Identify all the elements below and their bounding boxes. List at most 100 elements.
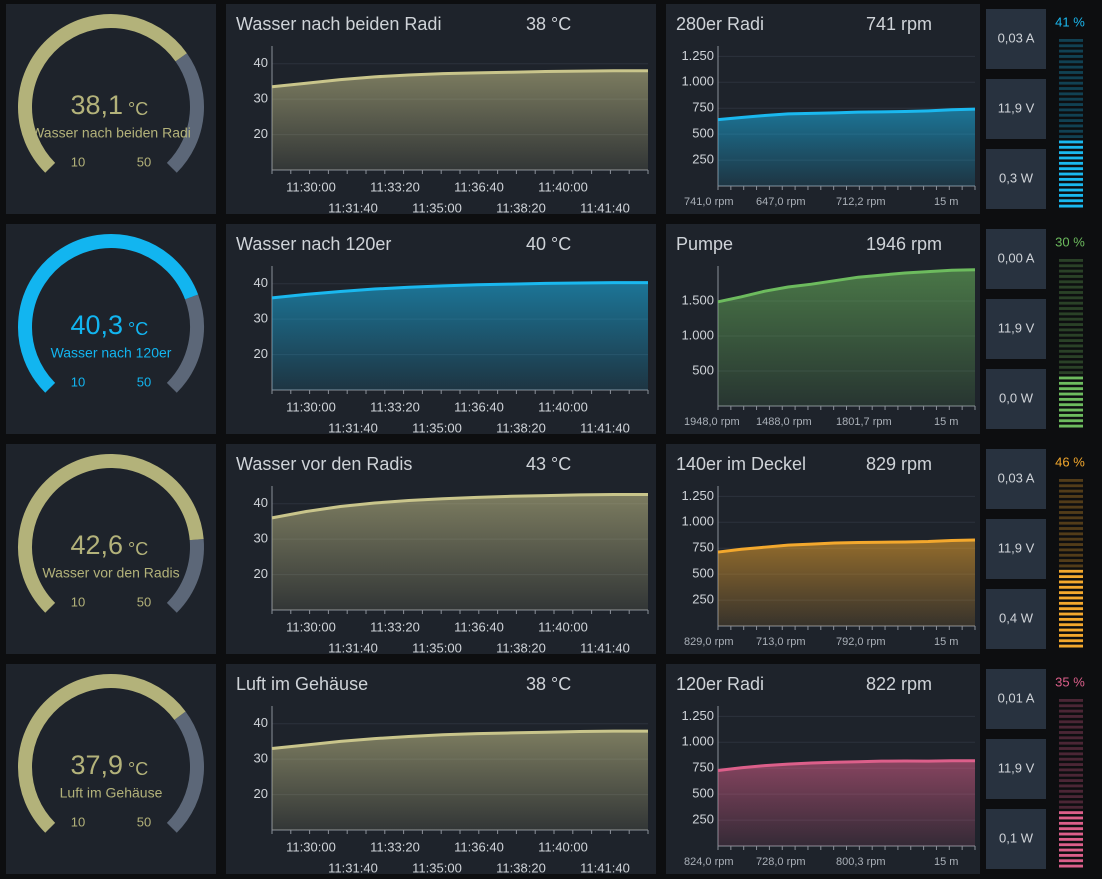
y-tick-label: 250 — [692, 812, 714, 827]
temp-title: Wasser vor den Radis — [236, 454, 412, 474]
stat-box — [986, 9, 1046, 69]
level-bar — [1059, 633, 1083, 637]
x-tick-label: 11:38:20 — [496, 860, 546, 875]
level-bar-dim — [1059, 505, 1083, 509]
x-tick-label: 11:36:40 — [454, 179, 504, 194]
gauge-arc — [18, 674, 186, 833]
level-bar — [1059, 145, 1083, 149]
level-bar — [1059, 580, 1083, 584]
level-bar-dim — [1059, 731, 1083, 734]
stat-box — [986, 149, 1046, 209]
area — [272, 731, 648, 830]
level-bar-dim — [1059, 741, 1083, 745]
temp-current: 40 °C — [526, 234, 571, 254]
level-bar-dim — [1059, 307, 1083, 310]
level-bar — [1059, 392, 1083, 396]
fan-footer: 800,3 rpm — [836, 856, 886, 868]
level-bar-dim — [1059, 81, 1083, 85]
temp-current: 43 °C — [526, 454, 571, 474]
level-bar-dim — [1059, 752, 1083, 756]
level-bar-dim — [1059, 527, 1083, 530]
level-bar-dim — [1059, 301, 1083, 305]
x-tick-label: 11:41:40 — [580, 420, 630, 435]
level-bar — [1059, 188, 1083, 192]
line — [717, 759, 975, 772]
area — [272, 70, 648, 170]
level-bar-dim — [1059, 344, 1083, 348]
level-bar-dim — [1059, 521, 1083, 525]
level-bar-dim — [1059, 317, 1083, 321]
x-tick-label: 11:40:00 — [538, 839, 588, 854]
y-tick-label: 1.250 — [681, 708, 714, 723]
level-bar-dim — [1059, 704, 1083, 708]
gauge-value: 42,6 — [70, 530, 123, 560]
gauge-value: 40,3 — [70, 310, 123, 340]
y-tick-label: 1.500 — [681, 292, 714, 307]
gauge-track — [166, 711, 204, 833]
line — [271, 69, 648, 89]
level-bar-dim — [1059, 800, 1083, 804]
x-tick-label: 11:31:40 — [328, 640, 378, 655]
y-tick-label: 30 — [254, 751, 268, 766]
level-bar-dim — [1059, 795, 1083, 799]
x-tick-label: 11:36:40 — [454, 399, 504, 414]
gauge-panel — [6, 224, 216, 434]
level-bar-dim — [1059, 65, 1083, 69]
x-tick-label: 11:31:40 — [328, 200, 378, 215]
stat-box — [986, 589, 1046, 649]
gauge-max: 50 — [137, 154, 151, 169]
level-bar — [1059, 177, 1083, 181]
gauge-arc — [18, 454, 204, 613]
level-bar — [1059, 596, 1083, 600]
fan-title: Pumpe — [676, 234, 733, 254]
level-bar-dim — [1059, 355, 1083, 359]
level-bar — [1059, 167, 1083, 171]
level-bar — [1059, 183, 1083, 187]
x-tick-label: 11:35:00 — [412, 860, 462, 875]
stat-box — [986, 229, 1046, 289]
level-bar-dim — [1059, 328, 1083, 332]
line — [717, 538, 976, 554]
x-tick-label: 11:33:20 — [370, 179, 420, 194]
x-tick-label: 11:36:40 — [454, 839, 504, 854]
level-bar — [1059, 853, 1083, 857]
area — [718, 760, 975, 846]
level-bar-dim — [1059, 60, 1083, 64]
level-bar — [1059, 172, 1083, 176]
level-bar — [1059, 585, 1083, 589]
level-bar — [1059, 848, 1083, 852]
y-tick-label: 500 — [692, 126, 714, 141]
y-tick-label: 750 — [692, 540, 714, 555]
level-bar — [1059, 591, 1083, 595]
stat-value: 0,01 A — [998, 690, 1035, 705]
level-bar-dim — [1059, 725, 1083, 729]
x-tick-label: 11:41:40 — [580, 860, 630, 875]
level-bar — [1059, 156, 1083, 160]
y-tick-label: 1.000 — [681, 327, 714, 342]
area — [718, 269, 975, 406]
stat-box — [986, 449, 1046, 509]
level-bar-dim — [1059, 559, 1083, 562]
level-bar — [1059, 381, 1083, 385]
gauge-max: 50 — [137, 814, 151, 829]
level-label: 41 % — [1055, 14, 1085, 29]
x-tick-label: 11:33:20 — [370, 399, 420, 414]
stat-box — [986, 299, 1046, 359]
fan-footer: 792,0 rpm — [836, 636, 886, 648]
gauge-track — [166, 53, 204, 173]
level-bar-dim — [1059, 784, 1083, 788]
level-bar-dim — [1059, 715, 1083, 718]
temp-title: Wasser nach 120er — [236, 234, 391, 254]
level-bar — [1059, 575, 1083, 579]
gauge-unit: °C — [128, 759, 148, 779]
y-tick-label: 20 — [254, 566, 268, 581]
line — [271, 281, 648, 300]
gauge-track — [166, 294, 204, 393]
fan-title: 120er Radi — [676, 674, 764, 694]
gauge-panel — [6, 444, 216, 654]
level-bar — [1059, 639, 1083, 643]
fan-title: 280er Radi — [676, 14, 764, 34]
level-bar-dim — [1059, 259, 1083, 262]
line — [717, 268, 976, 304]
level-bar — [1059, 601, 1083, 605]
